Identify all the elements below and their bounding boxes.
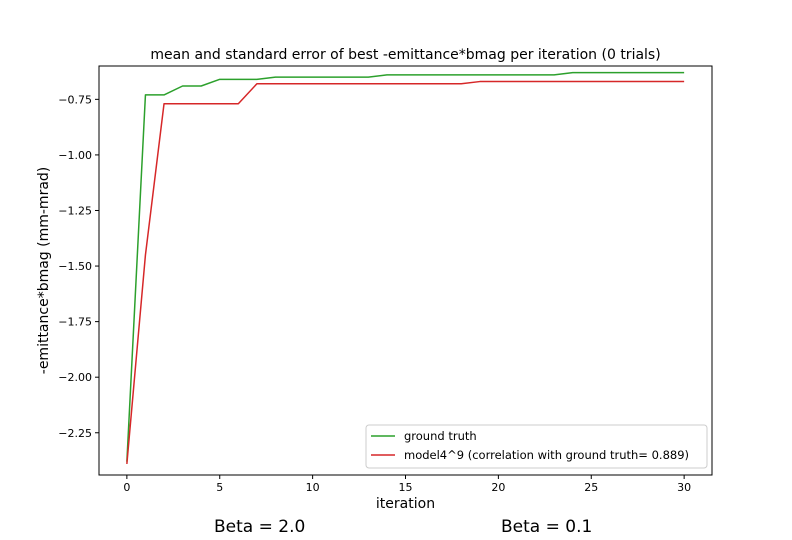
series-layer <box>126 71 685 464</box>
x-tick-label: 30 <box>677 481 691 494</box>
x-tick-label: 10 <box>306 481 320 494</box>
x-tick-label: 0 <box>123 481 130 494</box>
x-tick-label: 5 <box>216 481 223 494</box>
series-line-model <box>126 80 685 464</box>
y-tick-label: −2.25 <box>58 427 92 440</box>
x-tick-label: 20 <box>491 481 505 494</box>
y-axis: −2.25 −2.00 −1.75 −1.50 −1.25 −1.00 −0.75 <box>58 93 99 440</box>
x-axis-label: iteration <box>376 496 435 512</box>
y-tick-label: −1.75 <box>58 316 92 329</box>
chart: mean and standard error of best -emittan… <box>36 47 713 512</box>
y-tick-label: −0.75 <box>58 93 92 106</box>
series-line-ground-truth <box>126 71 685 462</box>
caption-beta-left: Beta = 2.0 <box>214 517 306 537</box>
x-tick-label: 15 <box>399 481 413 494</box>
caption-beta-right: Beta = 0.1 <box>501 517 593 537</box>
legend-frame <box>365 424 708 469</box>
legend-entry-model: model4^9 (correlation with ground truth=… <box>404 448 689 462</box>
x-tick-label: 25 <box>584 481 598 494</box>
legend-entry-ground-truth: ground truth <box>404 429 477 443</box>
x-axis: 0 5 10 15 20 25 30 <box>123 475 691 494</box>
chart-title: mean and standard error of best -emittan… <box>150 47 660 63</box>
y-tick-label: −2.00 <box>58 371 92 384</box>
plot-area <box>98 65 713 476</box>
y-axis-label: -emittance*bmag (mm-mrad) <box>36 167 52 374</box>
y-tick-label: −1.25 <box>58 204 92 217</box>
legend: ground truth model4^9 (correlation with … <box>365 424 708 469</box>
y-tick-label: −1.50 <box>58 260 92 273</box>
y-tick-label: −1.00 <box>58 149 92 162</box>
